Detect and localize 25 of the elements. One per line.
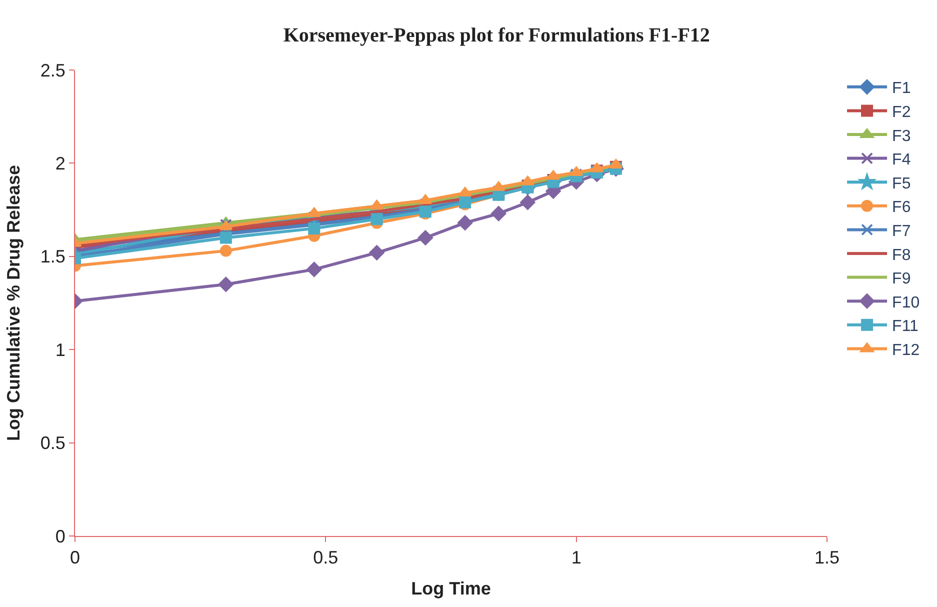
legend-label: F7 [892, 222, 911, 240]
legend-label: F2 [892, 104, 911, 121]
legend-label: F8 [892, 246, 911, 264]
y-tick-label: 2 [55, 154, 66, 174]
legend-label: F11 [892, 318, 919, 336]
legend-label: F9 [892, 270, 911, 288]
x-tick-label: 0 [70, 548, 80, 568]
x-tick-label: 1.5 [814, 548, 840, 568]
chart-title: Korsemeyer-Peppas plot for Formulations F1-F12 [283, 24, 710, 46]
legend-label: F10 [892, 294, 920, 312]
legend-label: F4 [892, 152, 911, 169]
legend-label: F3 [892, 128, 911, 145]
y-axis-title: Log Cumulative % Drug Release [4, 164, 24, 442]
y-tick-label: 2.5 [40, 60, 66, 80]
x-tick-label: 1 [571, 548, 582, 568]
y-tick-label: 1.5 [40, 246, 66, 267]
y-tick-label: 0 [55, 526, 66, 546]
legend-label: F12 [892, 342, 920, 359]
y-tick-label: 1 [55, 340, 66, 360]
y-tick-label: 0.5 [40, 433, 66, 454]
x-tick-label: 0.5 [313, 548, 338, 568]
legend-label: F6 [892, 199, 911, 216]
legend-label: F5 [892, 175, 911, 192]
legend-label: F1 [892, 80, 911, 98]
x-axis-title: Log Time [411, 578, 491, 599]
